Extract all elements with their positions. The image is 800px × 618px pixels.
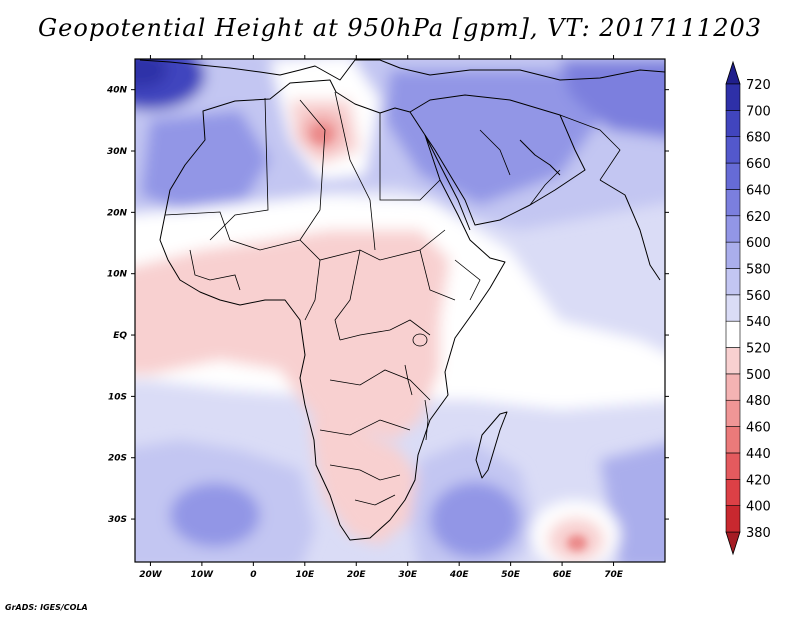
lake-tanganyika [404,364,413,396]
lat-tick-label: 30S [108,515,127,525]
persian-gulf [519,139,561,176]
colorbar-swatch [725,399,741,427]
map-title: Geopotential Height at 950hPa [gpm], VT:… [38,14,762,42]
red-sea [424,134,471,231]
colorbar-swatch [725,268,741,296]
lon-tick-label: 50E [501,570,521,580]
colorbar-swatch [725,83,741,111]
lat-tick-label: 20S [108,454,127,464]
lon-tick-label: 30E [398,570,418,580]
lon-tick-label: 20W [139,570,163,580]
madagascar [475,411,508,479]
lakes [404,333,429,441]
field-arabia-blue [385,70,600,205]
colorbar-label: 380 [746,526,771,541]
colorbar-label: 460 [746,421,771,436]
lon-tick-label: 70E [604,570,624,580]
colorbar-arrow-top [725,60,741,85]
colorbar-swatch [725,110,741,138]
lat-ticks: 40N 30N 20N 10N EQ 10S 20S 30S [106,86,669,525]
colorbar-label: 680 [746,131,771,146]
arabia-outline [409,94,586,226]
plot-area [135,59,665,562]
field-mascarene-core [567,535,587,551]
field-s-atlantic-core [170,483,260,547]
colorbar-swatch [725,294,741,322]
lon-tick-label: 10E [295,570,315,580]
europe-coast [139,59,665,81]
colorbar-swatch [725,426,741,454]
plot-frame [134,58,666,563]
colorbar-label: 700 [746,104,771,119]
colorbar-label: 660 [746,157,771,172]
colorbar-arrow-bottom [725,531,741,556]
lon-ticks: 20W 10W 0 10E 20E 30E 40E 50E 60E 70E [139,55,624,580]
lon-tick-label: 40E [449,570,470,580]
colorbar-label: 520 [746,342,771,357]
lon-tick-label: 60E [553,570,573,580]
colorbar-label: 640 [746,183,771,198]
colorbar-swatch [725,320,741,348]
colorbar-label: 540 [746,315,771,330]
field-southern-africa-pink [310,420,420,545]
country-borders [164,91,621,506]
colorbar-swatch [725,241,741,269]
field-libya-core [312,125,332,143]
colorbar-swatch [725,215,741,243]
colorbar-label: 620 [746,210,771,225]
colorbar-label: 560 [746,289,771,304]
colorbar-swatch [725,189,741,217]
field-s-indian-core [430,482,520,558]
colorbar-label: 420 [746,473,771,488]
field-tropical-pink [135,230,450,440]
lon-tick-label: 0 [250,570,256,580]
colorbar-swatch [725,478,741,506]
lon-tick-label: 10W [191,570,215,580]
field-atlantic-high-core [135,59,168,88]
lat-tick-label: EQ [113,331,127,341]
colorbar-label: 600 [746,236,771,251]
lon-tick-label: 20E [347,570,367,580]
colorbar-swatch [725,452,741,480]
field-iran-blue [560,60,665,138]
lake-victoria [412,333,428,347]
colorbar-label: 480 [746,394,771,409]
colorbar-label: 440 [746,447,771,462]
colorbar-swatch [725,136,741,164]
colorbar-swatch [725,347,741,375]
lat-tick-label: 20N [107,208,128,218]
lat-tick-label: 10S [108,392,127,402]
lat-tick-label: 30N [107,147,128,157]
lat-tick-label: 10N [107,270,128,280]
india-coast [599,179,661,281]
colorbar-label: 720 [746,78,771,93]
lat-tick-label: 40N [106,86,128,96]
colorbar: 380 400 420 440 460 480 500 520 540 560 580 600 620 6… [725,60,771,556]
colorbar-label: 500 [746,368,771,383]
africa-outline [159,79,506,541]
colorbar-label: 580 [746,262,771,277]
colorbar-swatch [725,373,741,401]
footer-credit: GrADS: IGES/COLA [5,603,88,612]
colorbar-swatch [725,162,741,190]
coastlines [139,59,665,541]
colorbar-swatch [725,505,741,533]
lake-malawi [424,399,429,441]
colorbar-label: 400 [746,500,771,515]
